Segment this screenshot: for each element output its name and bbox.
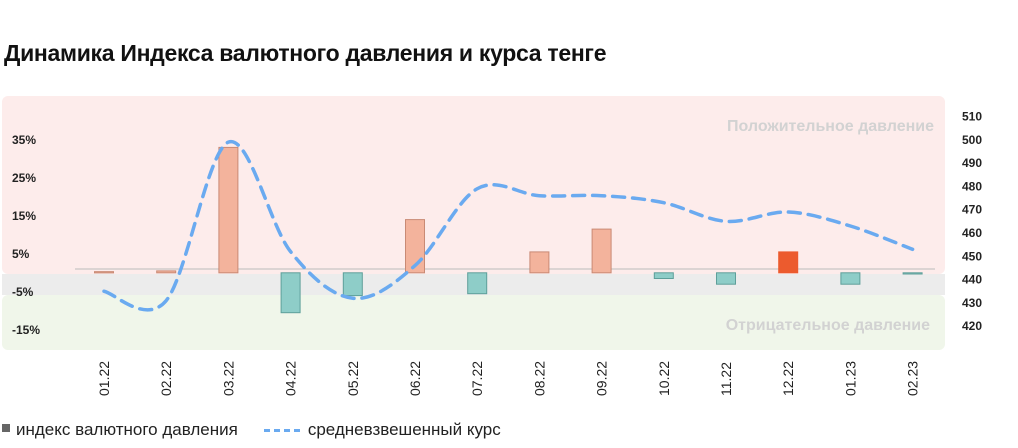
bar	[342, 272, 363, 297]
x-tick-label: 04.22	[283, 361, 299, 396]
bar	[467, 272, 488, 295]
positive-zone-label: Положительное давление	[727, 118, 934, 135]
left-tick-label: 5%	[12, 247, 30, 261]
x-tick-label: 02.22	[158, 361, 174, 396]
x-tick-label: 05.22	[345, 361, 361, 396]
legend-item-rate: средневзвешенный курс	[238, 420, 501, 440]
x-tick-label: 01.23	[842, 361, 858, 396]
left-tick-label: -15%	[12, 323, 40, 337]
chart-title: Динамика Индекса валютного давления и ку…	[4, 40, 607, 66]
left-tick-label: 35%	[12, 133, 36, 147]
negative-zone-background	[2, 295, 945, 350]
x-tick-label: 03.22	[220, 361, 236, 396]
left-tick-label: 15%	[12, 209, 36, 223]
bar	[94, 271, 114, 274]
bar	[902, 272, 923, 275]
rate-line	[102, 140, 915, 312]
right-tick-label: 420	[962, 319, 982, 333]
bar	[653, 272, 674, 279]
legend-line-swatch	[263, 428, 300, 432]
bar	[591, 228, 612, 274]
right-tick-label: 440	[962, 273, 982, 287]
x-tick-label: 06.22	[407, 361, 423, 396]
bar	[840, 272, 861, 285]
right-tick-label: 480	[962, 179, 982, 193]
left-tick-label: -5%	[12, 285, 34, 299]
right-tick-label: 490	[962, 156, 982, 170]
x-tick-label: 11.22	[718, 362, 734, 396]
x-tick-label: 01.22	[96, 361, 112, 396]
left-tick-label: 25%	[12, 171, 36, 185]
legend-line-label: средневзвешенный курс	[307, 420, 501, 439]
right-tick-label: 430	[962, 296, 982, 310]
x-tick-label: 07.22	[469, 361, 485, 396]
left-axis: 35% 25% 15% 5% -5% -15%	[12, 133, 40, 337]
legend-bar-label: индекс валютного давления	[16, 420, 238, 439]
bar	[280, 272, 301, 314]
right-tick-label: 470	[962, 203, 982, 217]
right-tick-label: 510	[962, 110, 982, 124]
bar-series	[94, 146, 923, 314]
bar	[156, 270, 177, 274]
bar	[218, 146, 239, 274]
x-tick-label: 12.22	[780, 361, 796, 396]
x-tick-label: 08.22	[531, 361, 547, 396]
bar	[716, 272, 736, 285]
x-tick-label: 02.23	[905, 361, 921, 396]
right-tick-label: 460	[962, 226, 982, 240]
x-axis: 01.22 02.22 03.22 04.22 05.22 06.22 07.22 08.22…	[96, 361, 921, 396]
bar	[778, 251, 799, 274]
right-axis: 510 500 490 480 470 460 450 440 430 420	[962, 110, 982, 334]
right-tick-label: 500	[962, 133, 982, 147]
x-tick-label: 10.22	[656, 361, 672, 396]
legend-bar-swatch	[2, 424, 10, 432]
x-tick-label: 09.22	[594, 361, 610, 396]
bar	[529, 251, 550, 274]
negative-zone-label: Отрицательное давление	[726, 317, 930, 334]
right-tick-label: 450	[962, 249, 982, 263]
legend-item-index: индекс валютного давления	[2, 420, 238, 440]
legend: индекс валютного давления средневзвешенн…	[2, 420, 501, 440]
